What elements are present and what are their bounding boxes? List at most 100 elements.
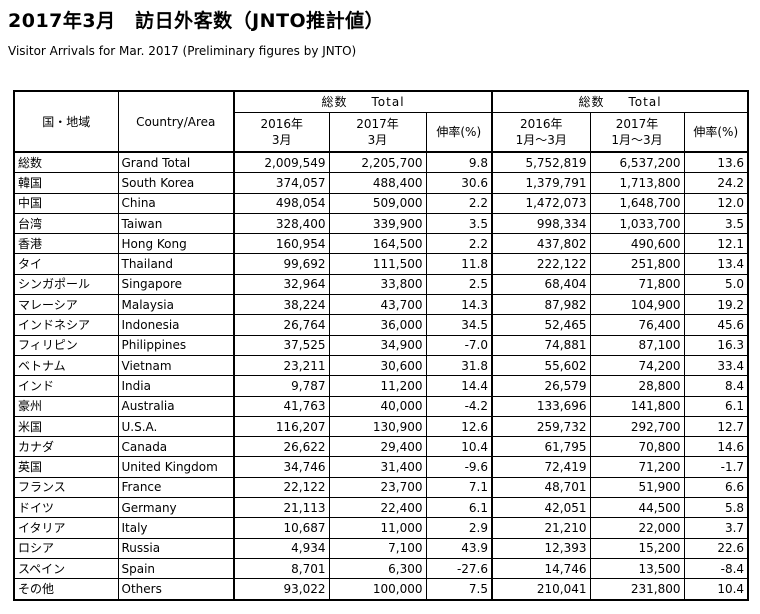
cell-arrivals-2017-ytd: 76,400 (589, 314, 685, 336)
cell-arrivals-2016-ytd: 68,404 (491, 273, 591, 296)
cell-region-en: South Korea (117, 172, 235, 194)
cell-growth-mar: 3.5 (425, 212, 494, 235)
cell-arrivals-2017-ytd: 104,900 (589, 294, 685, 316)
cell-growth-ytd: 13.4 (683, 253, 750, 275)
cell-arrivals-2016-mar: 41,763 (233, 395, 330, 417)
cell-arrivals-2017-ytd: 71,800 (589, 273, 685, 296)
header-region-en: Country/Area (117, 90, 235, 153)
cell-arrivals-2017-ytd: 141,800 (589, 395, 685, 417)
cell-region-jp: 中国 (13, 192, 119, 214)
cell-growth-ytd: 33.4 (683, 354, 750, 377)
cell-arrivals-2016-ytd: 210,041 (491, 578, 591, 601)
cell-growth-ytd: 45.6 (683, 314, 750, 336)
cell-arrivals-2016-ytd: 14,746 (491, 557, 591, 580)
table-row: スペイン Spain 8,701 6,300 -27.6 14,746 13,500 -8.4 (13, 557, 750, 580)
cell-region-en: United Kingdom (117, 456, 235, 478)
cell-region-en: Grand Total (117, 151, 235, 174)
cell-arrivals-2016-ytd: 133,696 (491, 395, 591, 417)
cell-arrivals-2016-ytd: 55,602 (491, 354, 591, 377)
cell-region-jp: 韓国 (13, 172, 119, 194)
cell-arrivals-2016-mar: 9,787 (233, 375, 330, 397)
header-growth-ytd: 伸率(%) (683, 112, 750, 153)
table-row: シンガポール Singapore 32,964 33,800 2.5 68,404 71,8… (13, 273, 750, 296)
cell-region-en: Hong Kong (117, 233, 235, 255)
cell-arrivals-2016-mar: 8,701 (233, 557, 330, 580)
cell-growth-mar: 14.3 (425, 294, 494, 316)
cell-region-en: Canada (117, 436, 235, 458)
cell-arrivals-2017-mar: 30,600 (328, 354, 427, 377)
cell-region-en: Malaysia (117, 294, 235, 316)
cell-growth-mar: 6.1 (425, 497, 494, 519)
cell-region-en: Spain (117, 557, 235, 580)
cell-region-jp: 米国 (13, 415, 119, 438)
cell-arrivals-2016-ytd: 26,579 (491, 375, 591, 397)
cell-arrivals-2017-mar: 111,500 (328, 253, 427, 275)
header-group-ytd: 総数 Total (491, 90, 750, 113)
cell-growth-ytd: 12.7 (683, 415, 750, 438)
cell-arrivals-2016-mar: 160,954 (233, 233, 330, 255)
cell-arrivals-2016-mar: 93,022 (233, 578, 330, 601)
cell-region-en: Philippines (117, 334, 235, 356)
cell-arrivals-2017-mar: 31,400 (328, 456, 427, 478)
cell-arrivals-2017-mar: 23,700 (328, 476, 427, 499)
cell-arrivals-2017-mar: 36,000 (328, 314, 427, 336)
table-row: インドネシア Indonesia 26,764 36,000 34.5 52,465 76,… (13, 314, 750, 336)
header-2016-ytd-year: 2016年 (519, 117, 563, 131)
cell-growth-ytd: 6.1 (683, 395, 750, 417)
cell-arrivals-2017-mar: 339,900 (328, 212, 427, 235)
header-region-jp: 国・地域 (13, 90, 119, 153)
cell-region-jp: その他 (13, 578, 119, 601)
cell-region-jp: 香港 (13, 233, 119, 255)
cell-arrivals-2017-mar: 488,400 (328, 172, 427, 194)
cell-arrivals-2017-ytd: 70,800 (589, 436, 685, 458)
cell-growth-ytd: 14.6 (683, 436, 750, 458)
cell-arrivals-2016-mar: 38,224 (233, 294, 330, 316)
cell-arrivals-2017-mar: 2,205,700 (328, 151, 427, 174)
cell-arrivals-2016-mar: 498,054 (233, 192, 330, 214)
cell-arrivals-2016-mar: 374,057 (233, 172, 330, 194)
cell-region-en: Italy (117, 517, 235, 539)
cell-region-en: Others (117, 578, 235, 601)
cell-arrivals-2016-mar: 26,622 (233, 436, 330, 458)
cell-region-en: Germany (117, 497, 235, 519)
cell-arrivals-2017-ytd: 13,500 (589, 557, 685, 580)
cell-region-jp: シンガポール (13, 273, 119, 296)
header-group-ytd-jp: 総数 (578, 95, 605, 109)
table-row: 韓国 South Korea 374,057 488,400 30.6 1,379,791… (13, 172, 750, 194)
table-body: 総数 Grand Total 2,009,549 2,205,700 9.8 5,752,… (13, 151, 750, 601)
table-row: 中国 China 498,054 509,000 2.2 1,472,073 1,648,7… (13, 192, 750, 214)
table-row: 米国 U.S.A. 116,207 130,900 12.6 259,732 292,700… (13, 415, 750, 438)
header-row-1: 国・地域 Country/Area 総数 Total 総数 Total (13, 90, 750, 153)
header-2017-ytd-year: 2017年 (615, 117, 659, 131)
cell-region-jp: フィリピン (13, 334, 119, 356)
cell-arrivals-2016-mar: 32,964 (233, 273, 330, 296)
cell-arrivals-2016-ytd: 437,802 (491, 233, 591, 255)
cell-arrivals-2017-ytd: 74,200 (589, 354, 685, 377)
cell-growth-mar: 30.6 (425, 172, 494, 194)
table-row: 香港 Hong Kong 160,954 164,500 2.2 437,802 490,6… (13, 233, 750, 255)
header-2017-mar-month: 3月 (367, 133, 388, 147)
header-2016-ytd-months: 1月～3月 (515, 133, 567, 147)
cell-region-en: Singapore (117, 273, 235, 296)
cell-growth-ytd: 8.4 (683, 375, 750, 397)
cell-arrivals-2016-mar: 34,746 (233, 456, 330, 478)
cell-region-en: France (117, 476, 235, 499)
cell-arrivals-2017-mar: 100,000 (328, 578, 427, 601)
cell-arrivals-2016-ytd: 87,982 (491, 294, 591, 316)
cell-growth-mar: 2.5 (425, 273, 494, 296)
cell-arrivals-2017-mar: 43,700 (328, 294, 427, 316)
cell-arrivals-2016-ytd: 259,732 (491, 415, 591, 438)
cell-growth-ytd: -1.7 (683, 456, 750, 478)
cell-arrivals-2017-ytd: 51,900 (589, 476, 685, 499)
cell-region-jp: 英国 (13, 456, 119, 478)
cell-arrivals-2017-ytd: 15,200 (589, 537, 685, 559)
header-2017-mar: 2017年 3月 (328, 112, 427, 153)
table-row: フランス France 22,122 23,700 7.1 48,701 51,900 6.6 (13, 476, 750, 499)
cell-growth-ytd: 3.7 (683, 517, 750, 539)
cell-arrivals-2016-mar: 22,122 (233, 476, 330, 499)
cell-growth-ytd: 19.2 (683, 294, 750, 316)
cell-growth-ytd: 22.6 (683, 537, 750, 559)
cell-growth-ytd: 12.0 (683, 192, 750, 214)
table-row: フィリピン Philippines 37,525 34,900 -7.0 74,881 87… (13, 334, 750, 356)
cell-growth-mar: 2.9 (425, 517, 494, 539)
